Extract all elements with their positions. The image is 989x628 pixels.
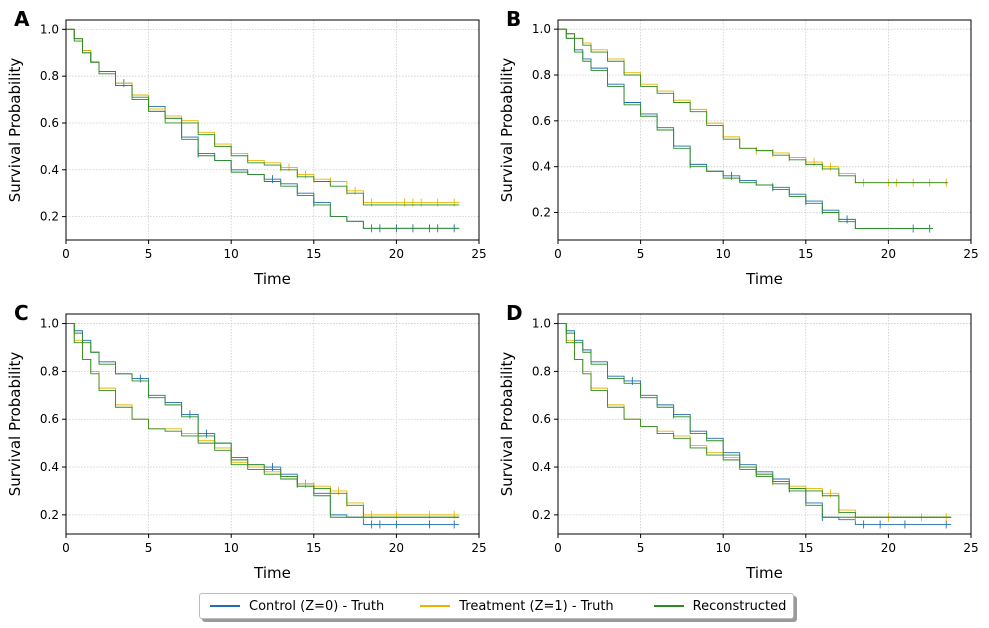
y-tick-label: 0.8 <box>532 68 551 82</box>
y-tick-label: 1.0 <box>40 317 59 331</box>
y-tick-label: 0.8 <box>40 69 59 83</box>
panel-label: C <box>14 301 29 325</box>
y-tick-label: 0.2 <box>532 206 551 220</box>
x-tick-label: 20 <box>881 247 896 261</box>
legend-swatch-treatment <box>420 605 451 607</box>
x-tick-label: 0 <box>62 541 70 555</box>
panel-label: D <box>506 301 523 325</box>
x-axis-label: Time <box>253 270 291 288</box>
x-axis-label: Time <box>745 270 783 288</box>
axes-frame <box>65 19 480 241</box>
axes-frame <box>65 313 480 535</box>
legend-swatch-control <box>210 605 240 607</box>
series-treatment-line <box>558 28 948 184</box>
y-tick-label: 1.0 <box>532 317 551 331</box>
series-reconstructed-line <box>558 323 952 518</box>
series-reconstructed-line <box>66 28 460 229</box>
y-axis-label: Survival Probability <box>498 58 516 203</box>
x-tick-label: 20 <box>389 541 404 555</box>
x-tick-label: 20 <box>389 247 404 261</box>
y-tick-label: 0.4 <box>532 460 551 474</box>
series-reconstructed-line <box>66 28 460 206</box>
x-tick-label: 5 <box>637 541 645 555</box>
x-tick-label: 10 <box>224 247 239 261</box>
series-control-line <box>66 323 460 525</box>
panel-b: 0 5 10 15 20 25 0.2 0.4 0.6 0.8 1.0 Time Survival Pr… <box>498 7 979 288</box>
series-control-line <box>558 323 952 525</box>
y-tick-label: 0.4 <box>532 160 551 174</box>
x-tick-label: 15 <box>306 541 321 555</box>
y-axis-label: Survival Probability <box>498 352 516 497</box>
legend-item-reconstructed: Reconstructed <box>653 598 787 614</box>
y-tick-label: 0.6 <box>40 116 59 130</box>
x-axis-label: Time <box>745 564 783 582</box>
series-control-line <box>66 28 460 229</box>
y-tick-label: 1.0 <box>532 22 551 36</box>
x-tick-label: 10 <box>716 541 731 555</box>
y-tick-label: 0.4 <box>40 460 59 474</box>
y-tick-label: 0.8 <box>40 364 59 378</box>
y-tick-label: 0.2 <box>40 508 59 522</box>
y-tick-label: 0.6 <box>532 114 551 128</box>
series-reconstructed-line <box>66 323 460 518</box>
series-treatment-line <box>66 28 460 204</box>
panel-label: A <box>14 7 30 31</box>
panel-label: B <box>506 7 521 31</box>
legend-label-control: Control (Z=0) - Truth <box>249 598 385 614</box>
x-tick-label: 25 <box>963 541 978 555</box>
x-axis-label: Time <box>253 564 291 582</box>
axes-frame <box>557 19 972 241</box>
legend-label-reconstructed: Reconstructed <box>692 598 787 614</box>
x-tick-label: 25 <box>471 541 486 555</box>
x-tick-label: 10 <box>224 541 239 555</box>
series-reconstructed-line <box>66 323 460 518</box>
y-axis-label: Survival Probability <box>6 352 24 497</box>
y-tick-label: 0.4 <box>40 163 59 177</box>
legend: Control (Z=0) - Truth Treatment (Z=1) - … <box>199 593 794 619</box>
series-reconstructed-line <box>558 28 934 229</box>
x-tick-label: 5 <box>637 247 645 261</box>
y-tick-label: 0.2 <box>532 508 551 522</box>
panel-a: 0 5 10 15 20 25 0.2 0.4 0.6 0.8 1.0 Time Survival Pr… <box>6 7 487 288</box>
x-tick-label: 5 <box>145 247 153 261</box>
legend-swatch-reconstructed <box>653 605 684 607</box>
x-tick-label: 25 <box>471 247 486 261</box>
x-tick-label: 5 <box>145 541 153 555</box>
y-axis-label: Survival Probability <box>6 58 24 203</box>
x-tick-label: 25 <box>963 247 978 261</box>
series-treatment-line <box>558 323 952 518</box>
y-tick-label: 0.6 <box>532 412 551 426</box>
legend-label-treatment: Treatment (Z=1) - Truth <box>459 598 614 614</box>
x-tick-label: 15 <box>798 247 813 261</box>
x-tick-label: 0 <box>62 247 70 261</box>
x-tick-label: 0 <box>554 541 562 555</box>
series-reconstructed-line <box>558 28 948 184</box>
x-tick-label: 20 <box>881 541 896 555</box>
legend-item-control: Control (Z=0) - Truth <box>210 599 384 614</box>
x-tick-label: 0 <box>554 247 562 261</box>
panel-c: 0 5 10 15 20 25 0.2 0.4 0.6 0.8 1.0 Time Survival Pr… <box>6 301 487 582</box>
x-tick-label: 15 <box>306 247 321 261</box>
axes-frame <box>557 313 972 535</box>
panel-d: 0 5 10 15 20 25 0.2 0.4 0.6 0.8 1.0 Time Survival Pr… <box>498 301 979 582</box>
y-tick-label: 0.8 <box>532 364 551 378</box>
y-tick-label: 0.6 <box>40 412 59 426</box>
series-reconstructed-line <box>558 323 952 518</box>
legend-item-treatment: Treatment (Z=1) - Truth <box>420 598 614 614</box>
x-tick-label: 10 <box>716 247 731 261</box>
y-tick-label: 0.2 <box>40 210 59 224</box>
x-tick-label: 15 <box>798 541 813 555</box>
y-tick-label: 1.0 <box>40 22 59 36</box>
